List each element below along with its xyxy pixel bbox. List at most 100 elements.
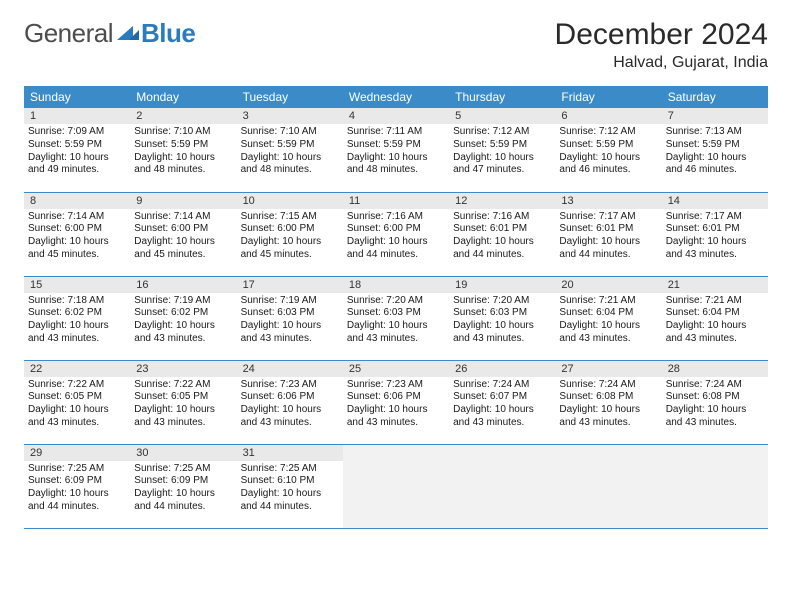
day-number: 18 (343, 277, 449, 293)
sunrise-text: Sunrise: 7:24 AM (453, 379, 551, 392)
sunset-text: Sunset: 5:59 PM (453, 139, 551, 152)
sunrise-text: Sunrise: 7:24 AM (559, 379, 657, 392)
day-number: 30 (130, 445, 236, 461)
day-details: Sunrise: 7:12 AMSunset: 5:59 PMDaylight:… (555, 124, 661, 181)
logo: General Blue (24, 18, 195, 49)
calendar-cell: 22Sunrise: 7:22 AMSunset: 6:05 PMDayligh… (24, 360, 130, 444)
weekday-header: Tuesday (237, 86, 343, 108)
day-details: Sunrise: 7:17 AMSunset: 6:01 PMDaylight:… (662, 209, 768, 266)
day-number: 22 (24, 361, 130, 377)
day-details: Sunrise: 7:20 AMSunset: 6:03 PMDaylight:… (343, 293, 449, 350)
sunrise-text: Sunrise: 7:23 AM (241, 379, 339, 392)
daylight-text: Daylight: 10 hours and 48 minutes. (347, 152, 445, 178)
daylight-text: Daylight: 10 hours and 43 minutes. (347, 404, 445, 430)
sunrise-text: Sunrise: 7:19 AM (134, 295, 232, 308)
calendar-cell: 24Sunrise: 7:23 AMSunset: 6:06 PMDayligh… (237, 360, 343, 444)
calendar-week-row: 15Sunrise: 7:18 AMSunset: 6:02 PMDayligh… (24, 276, 768, 360)
calendar-cell: 13Sunrise: 7:17 AMSunset: 6:01 PMDayligh… (555, 192, 661, 276)
sunset-text: Sunset: 6:10 PM (241, 475, 339, 488)
calendar-week-row: 29Sunrise: 7:25 AMSunset: 6:09 PMDayligh… (24, 444, 768, 528)
page-title: December 2024 (555, 18, 768, 52)
sunrise-text: Sunrise: 7:13 AM (666, 126, 764, 139)
day-details: Sunrise: 7:15 AMSunset: 6:00 PMDaylight:… (237, 209, 343, 266)
sunset-text: Sunset: 6:04 PM (666, 307, 764, 320)
day-number: 13 (555, 193, 661, 209)
sunrise-text: Sunrise: 7:11 AM (347, 126, 445, 139)
day-details: Sunrise: 7:24 AMSunset: 6:07 PMDaylight:… (449, 377, 555, 434)
daylight-text: Daylight: 10 hours and 45 minutes. (28, 236, 126, 262)
calendar-cell: 15Sunrise: 7:18 AMSunset: 6:02 PMDayligh… (24, 276, 130, 360)
weekday-header: Monday (130, 86, 236, 108)
daylight-text: Daylight: 10 hours and 43 minutes. (241, 404, 339, 430)
weekday-header: Thursday (449, 86, 555, 108)
daylight-text: Daylight: 10 hours and 44 minutes. (134, 488, 232, 514)
calendar-table: Sunday Monday Tuesday Wednesday Thursday… (24, 86, 768, 529)
day-details: Sunrise: 7:22 AMSunset: 6:05 PMDaylight:… (130, 377, 236, 434)
day-details: Sunrise: 7:19 AMSunset: 6:02 PMDaylight:… (130, 293, 236, 350)
daylight-text: Daylight: 10 hours and 48 minutes. (241, 152, 339, 178)
sunset-text: Sunset: 6:05 PM (134, 391, 232, 404)
sunset-text: Sunset: 6:05 PM (28, 391, 126, 404)
day-number: 17 (237, 277, 343, 293)
day-details: Sunrise: 7:21 AMSunset: 6:04 PMDaylight:… (555, 293, 661, 350)
daylight-text: Daylight: 10 hours and 45 minutes. (241, 236, 339, 262)
day-details: Sunrise: 7:16 AMSunset: 6:01 PMDaylight:… (449, 209, 555, 266)
sunset-text: Sunset: 6:09 PM (28, 475, 126, 488)
daylight-text: Daylight: 10 hours and 44 minutes. (28, 488, 126, 514)
sunrise-text: Sunrise: 7:24 AM (666, 379, 764, 392)
daylight-text: Daylight: 10 hours and 43 minutes. (666, 404, 764, 430)
daylight-text: Daylight: 10 hours and 43 minutes. (453, 404, 551, 430)
daylight-text: Daylight: 10 hours and 43 minutes. (28, 320, 126, 346)
day-number: 24 (237, 361, 343, 377)
day-number: 27 (555, 361, 661, 377)
sunrise-text: Sunrise: 7:17 AM (559, 211, 657, 224)
day-number: 5 (449, 108, 555, 124)
sunrise-text: Sunrise: 7:21 AM (666, 295, 764, 308)
day-details: Sunrise: 7:13 AMSunset: 5:59 PMDaylight:… (662, 124, 768, 181)
sunset-text: Sunset: 6:07 PM (453, 391, 551, 404)
day-details: Sunrise: 7:14 AMSunset: 6:00 PMDaylight:… (130, 209, 236, 266)
day-number: 10 (237, 193, 343, 209)
day-number: 8 (24, 193, 130, 209)
sunrise-text: Sunrise: 7:22 AM (134, 379, 232, 392)
daylight-text: Daylight: 10 hours and 46 minutes. (666, 152, 764, 178)
daylight-text: Daylight: 10 hours and 43 minutes. (28, 404, 126, 430)
sunrise-text: Sunrise: 7:14 AM (134, 211, 232, 224)
sunset-text: Sunset: 6:01 PM (453, 223, 551, 236)
day-details: Sunrise: 7:10 AMSunset: 5:59 PMDaylight:… (237, 124, 343, 181)
day-details: Sunrise: 7:25 AMSunset: 6:09 PMDaylight:… (130, 461, 236, 518)
sunrise-text: Sunrise: 7:17 AM (666, 211, 764, 224)
day-details: Sunrise: 7:14 AMSunset: 6:00 PMDaylight:… (24, 209, 130, 266)
calendar-cell: 21Sunrise: 7:21 AMSunset: 6:04 PMDayligh… (662, 276, 768, 360)
title-block: December 2024 Halvad, Gujarat, India (555, 18, 768, 72)
calendar-cell: 28Sunrise: 7:24 AMSunset: 6:08 PMDayligh… (662, 360, 768, 444)
sunrise-text: Sunrise: 7:18 AM (28, 295, 126, 308)
day-number: 26 (449, 361, 555, 377)
daylight-text: Daylight: 10 hours and 43 minutes. (559, 320, 657, 346)
daylight-text: Daylight: 10 hours and 43 minutes. (666, 236, 764, 262)
day-details: Sunrise: 7:18 AMSunset: 6:02 PMDaylight:… (24, 293, 130, 350)
daylight-text: Daylight: 10 hours and 44 minutes. (453, 236, 551, 262)
sunrise-text: Sunrise: 7:10 AM (241, 126, 339, 139)
sunset-text: Sunset: 5:59 PM (28, 139, 126, 152)
day-details: Sunrise: 7:21 AMSunset: 6:04 PMDaylight:… (662, 293, 768, 350)
logo-text-blue: Blue (141, 18, 195, 49)
sunset-text: Sunset: 6:02 PM (134, 307, 232, 320)
daylight-text: Daylight: 10 hours and 44 minutes. (347, 236, 445, 262)
day-details: Sunrise: 7:22 AMSunset: 6:05 PMDaylight:… (24, 377, 130, 434)
calendar-cell: 27Sunrise: 7:24 AMSunset: 6:08 PMDayligh… (555, 360, 661, 444)
day-details: Sunrise: 7:23 AMSunset: 6:06 PMDaylight:… (343, 377, 449, 434)
sunrise-text: Sunrise: 7:25 AM (28, 463, 126, 476)
weekday-header: Sunday (24, 86, 130, 108)
sunset-text: Sunset: 6:00 PM (28, 223, 126, 236)
sunrise-text: Sunrise: 7:19 AM (241, 295, 339, 308)
day-details: Sunrise: 7:17 AMSunset: 6:01 PMDaylight:… (555, 209, 661, 266)
day-number: 2 (130, 108, 236, 124)
day-number: 7 (662, 108, 768, 124)
daylight-text: Daylight: 10 hours and 44 minutes. (241, 488, 339, 514)
calendar-cell: 17Sunrise: 7:19 AMSunset: 6:03 PMDayligh… (237, 276, 343, 360)
sunset-text: Sunset: 6:01 PM (559, 223, 657, 236)
calendar-cell: 18Sunrise: 7:20 AMSunset: 6:03 PMDayligh… (343, 276, 449, 360)
sunset-text: Sunset: 6:00 PM (241, 223, 339, 236)
header: General Blue December 2024 Halvad, Gujar… (24, 18, 768, 72)
